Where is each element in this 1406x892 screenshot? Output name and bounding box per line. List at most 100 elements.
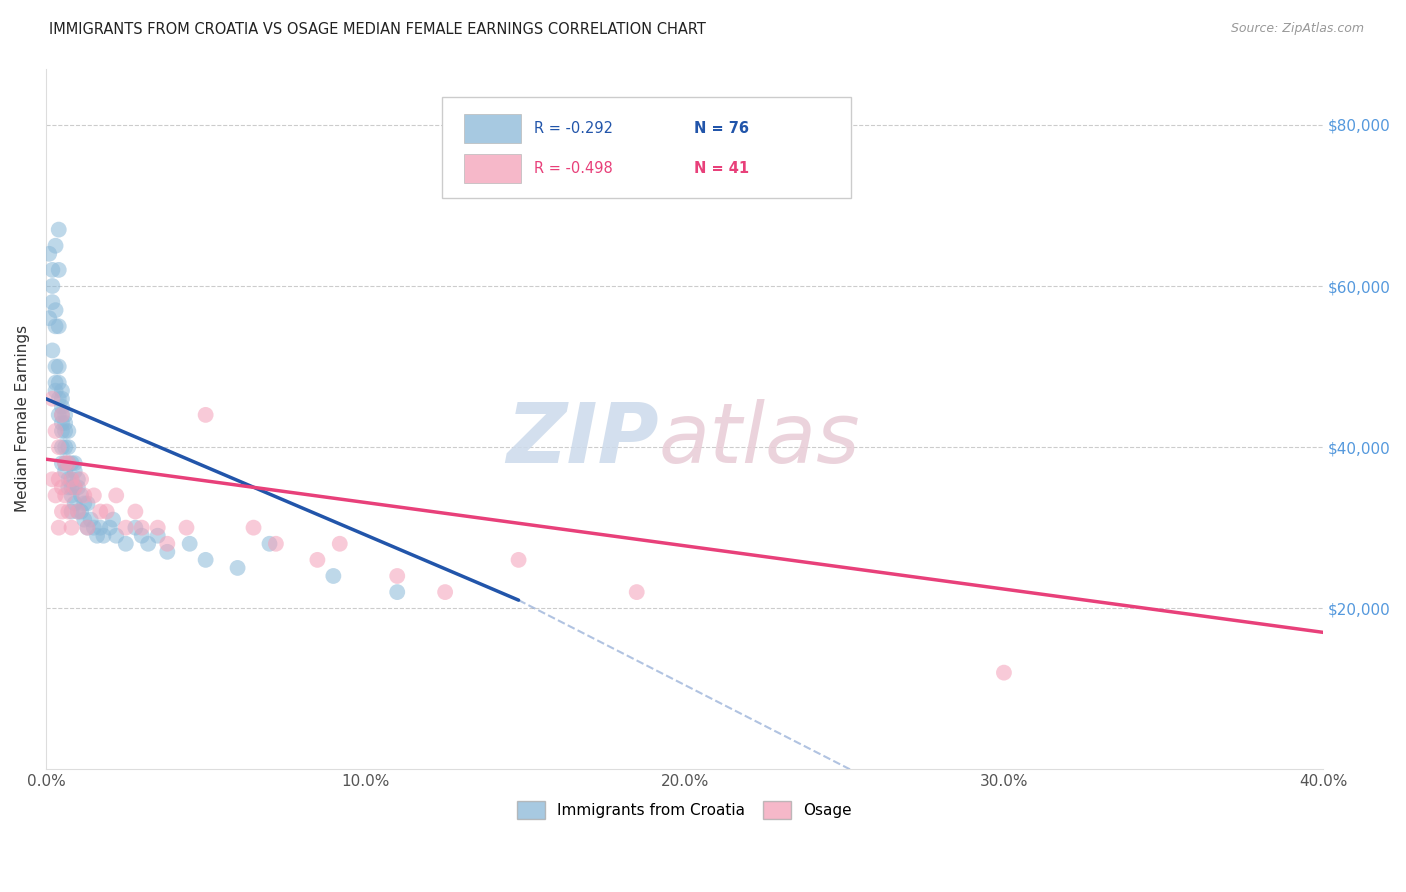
Point (53, 456, 76, 470)
Point (41, 343, 63, 358)
Point (45, 303, 67, 318)
Point (51, 392, 73, 406)
Point (58, 480, 80, 494)
Point (114, 537, 136, 551)
Point (136, 537, 159, 551)
Point (63, 496, 86, 510)
Point (146, 521, 169, 535)
Point (76, 521, 98, 535)
Point (105, 529, 128, 543)
Text: atlas: atlas (659, 400, 860, 481)
Point (66, 504, 89, 518)
Point (53, 456, 76, 470)
Point (53, 416, 76, 430)
Point (146, 529, 169, 543)
Point (73, 496, 96, 510)
Point (48, 376, 70, 390)
Point (48, 263, 70, 277)
Legend: Immigrants from Croatia, Osage: Immigrants from Croatia, Osage (512, 795, 858, 825)
Text: R = -0.292: R = -0.292 (534, 121, 613, 136)
Text: IMMIGRANTS FROM CROATIA VS OSAGE MEDIAN FEMALE EARNINGS CORRELATION CHART: IMMIGRANTS FROM CROATIA VS OSAGE MEDIAN … (49, 22, 706, 37)
Point (242, 521, 264, 535)
Text: ZIP: ZIP (506, 400, 659, 481)
Point (63, 456, 86, 470)
Point (179, 537, 201, 551)
Point (156, 537, 179, 551)
Point (41, 392, 63, 406)
Point (51, 456, 73, 470)
Point (387, 585, 409, 599)
Point (98, 521, 121, 535)
Text: N = 76: N = 76 (693, 121, 748, 136)
Point (60, 521, 83, 535)
Point (70, 472, 93, 486)
Point (53, 440, 76, 454)
Point (76, 521, 98, 535)
Point (60, 472, 83, 486)
Point (41, 295, 63, 310)
Point (48, 472, 70, 486)
Point (51, 384, 73, 398)
Point (58, 424, 80, 438)
Point (259, 537, 281, 551)
FancyBboxPatch shape (441, 96, 851, 198)
Point (101, 513, 124, 527)
Point (48, 521, 70, 535)
Point (96, 504, 118, 518)
Point (63, 464, 86, 478)
Point (45, 319, 67, 334)
Point (264, 537, 287, 551)
Point (58, 456, 80, 470)
Point (156, 545, 179, 559)
Point (124, 504, 146, 518)
Point (66, 480, 89, 494)
Point (48, 222, 70, 236)
Bar (464, 113, 522, 143)
Point (51, 408, 73, 422)
Point (58, 456, 80, 470)
Point (194, 553, 217, 567)
Point (53, 424, 76, 438)
Bar (464, 154, 522, 184)
Point (131, 529, 153, 543)
Point (86, 529, 108, 543)
Point (124, 521, 146, 535)
Point (51, 440, 73, 454)
Point (45, 424, 67, 438)
Y-axis label: Median Female Earnings: Median Female Earnings (15, 326, 30, 513)
Text: R = -0.498: R = -0.498 (534, 161, 613, 176)
Point (322, 569, 344, 583)
Point (83, 521, 105, 535)
Point (51, 400, 73, 414)
Point (79, 513, 101, 527)
Point (51, 480, 73, 494)
Point (45, 376, 67, 390)
Point (329, 537, 352, 551)
Point (434, 585, 457, 599)
Point (226, 561, 249, 575)
Point (73, 488, 96, 502)
Point (66, 504, 89, 518)
Point (60, 472, 83, 486)
Point (508, 553, 530, 567)
Point (45, 359, 67, 374)
Point (93, 529, 115, 543)
Point (53, 464, 76, 478)
Point (993, 665, 1015, 680)
Point (53, 408, 76, 422)
Point (89, 521, 111, 535)
Point (41, 263, 63, 277)
Point (83, 488, 105, 502)
Point (58, 440, 80, 454)
Point (60, 504, 83, 518)
Point (131, 521, 153, 535)
Point (60, 480, 83, 494)
Point (63, 480, 86, 494)
Point (48, 440, 70, 454)
Text: Source: ZipAtlas.com: Source: ZipAtlas.com (1230, 22, 1364, 36)
Point (105, 488, 128, 502)
Point (307, 553, 329, 567)
Point (63, 480, 86, 494)
Point (45, 384, 67, 398)
Point (176, 521, 198, 535)
